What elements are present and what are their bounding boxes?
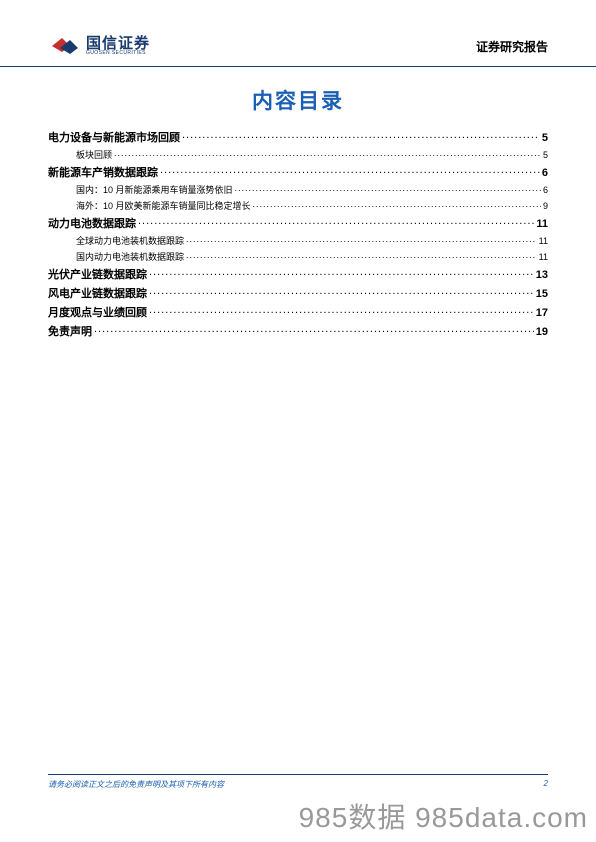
toc-item-page: 19	[536, 326, 548, 338]
toc-item: 动力电池数据跟踪 11	[48, 215, 548, 231]
footer-disclaimer: 请务必阅读正文之后的免责声明及其项下所有内容	[48, 779, 224, 790]
toc-dots	[235, 184, 541, 193]
toc-item-label: 新能源车产销数据跟踪	[48, 164, 158, 180]
toc-item-page: 5	[543, 150, 548, 160]
toc-item-page: 11	[539, 236, 548, 246]
footer-page-number: 2	[544, 779, 548, 790]
toc-item-label: 月度观点与业绩回顾	[48, 304, 147, 320]
toc-dots	[253, 200, 541, 209]
toc-item-page: 9	[543, 201, 548, 211]
content-area: 内容目录 电力设备与新能源市场回顾5板块回顾5新能源车产销数据跟踪6国内：10 …	[0, 67, 596, 339]
toc-item: 板块回顾 5	[48, 148, 548, 161]
toc-item: 月度观点与业绩回顾 17	[48, 304, 548, 320]
toc-item-label: 海外：10 月欧美新能源车销量同比稳定增长	[76, 199, 251, 212]
toc-item-page: 6	[542, 167, 548, 179]
toc-item: 海外：10 月欧美新能源车销量同比稳定增长 9	[48, 199, 548, 212]
report-type-label: 证券研究报告	[476, 38, 548, 55]
toc-item-label: 全球动力电池装机数据跟踪	[76, 234, 184, 247]
logo-en: GUOSEN SECURITIES	[86, 51, 150, 56]
toc-item-page: 5	[542, 132, 548, 144]
toc-item: 国内：10 月新能源乘用车销量涨势依旧 6	[48, 183, 548, 196]
toc-item: 新能源车产销数据跟踪 6	[48, 164, 548, 180]
page-header: 国信证券 GUOSEN SECURITIES 证券研究报告	[0, 0, 596, 67]
toc-item-label: 电力设备与新能源市场回顾	[48, 129, 180, 145]
toc-dots	[138, 216, 534, 227]
toc-title: 内容目录	[48, 85, 548, 115]
toc-dots	[94, 324, 534, 335]
logo-cn: 国信证券	[86, 36, 150, 51]
toc-item: 电力设备与新能源市场回顾 5	[48, 129, 548, 145]
toc-dots	[186, 251, 537, 260]
toc-item: 国内动力电池装机数据跟踪 11	[48, 250, 548, 263]
toc-item-page: 15	[536, 288, 548, 300]
toc-dots	[149, 305, 534, 316]
toc-item-page: 11	[536, 218, 548, 230]
toc-dots	[114, 149, 541, 158]
toc-dots	[149, 267, 534, 278]
toc-item-label: 国内：10 月新能源乘用车销量涨势依旧	[76, 183, 233, 196]
toc-item: 光伏产业链数据跟踪 13	[48, 266, 548, 282]
toc-item-label: 国内动力电池装机数据跟踪	[76, 250, 184, 263]
logo-icon	[48, 34, 80, 58]
toc-item-label: 免责声明	[48, 323, 92, 339]
toc-item: 风电产业链数据跟踪 15	[48, 285, 548, 301]
toc-item-page: 11	[539, 252, 548, 262]
toc-item-page: 17	[536, 307, 548, 319]
toc-item-label: 板块回顾	[76, 148, 112, 161]
page-footer: 请务必阅读正文之后的免责声明及其项下所有内容 2	[48, 774, 548, 790]
toc-item: 全球动力电池装机数据跟踪 11	[48, 234, 548, 247]
logo-group: 国信证券 GUOSEN SECURITIES	[48, 34, 150, 58]
toc-dots	[186, 235, 537, 244]
toc-item-label: 动力电池数据跟踪	[48, 215, 136, 231]
logo-text: 国信证券 GUOSEN SECURITIES	[86, 36, 150, 56]
toc-item-page: 6	[543, 185, 548, 195]
toc-item-page: 13	[536, 269, 548, 281]
toc-dots	[149, 286, 534, 297]
toc-dots	[182, 130, 540, 141]
toc-list: 电力设备与新能源市场回顾5板块回顾5新能源车产销数据跟踪6国内：10 月新能源乘…	[48, 129, 548, 339]
toc-item-label: 光伏产业链数据跟踪	[48, 266, 147, 282]
toc-item-label: 风电产业链数据跟踪	[48, 285, 147, 301]
watermark: 985数据 985data.com	[299, 796, 588, 836]
toc-dots	[160, 165, 540, 176]
toc-item: 免责声明 19	[48, 323, 548, 339]
